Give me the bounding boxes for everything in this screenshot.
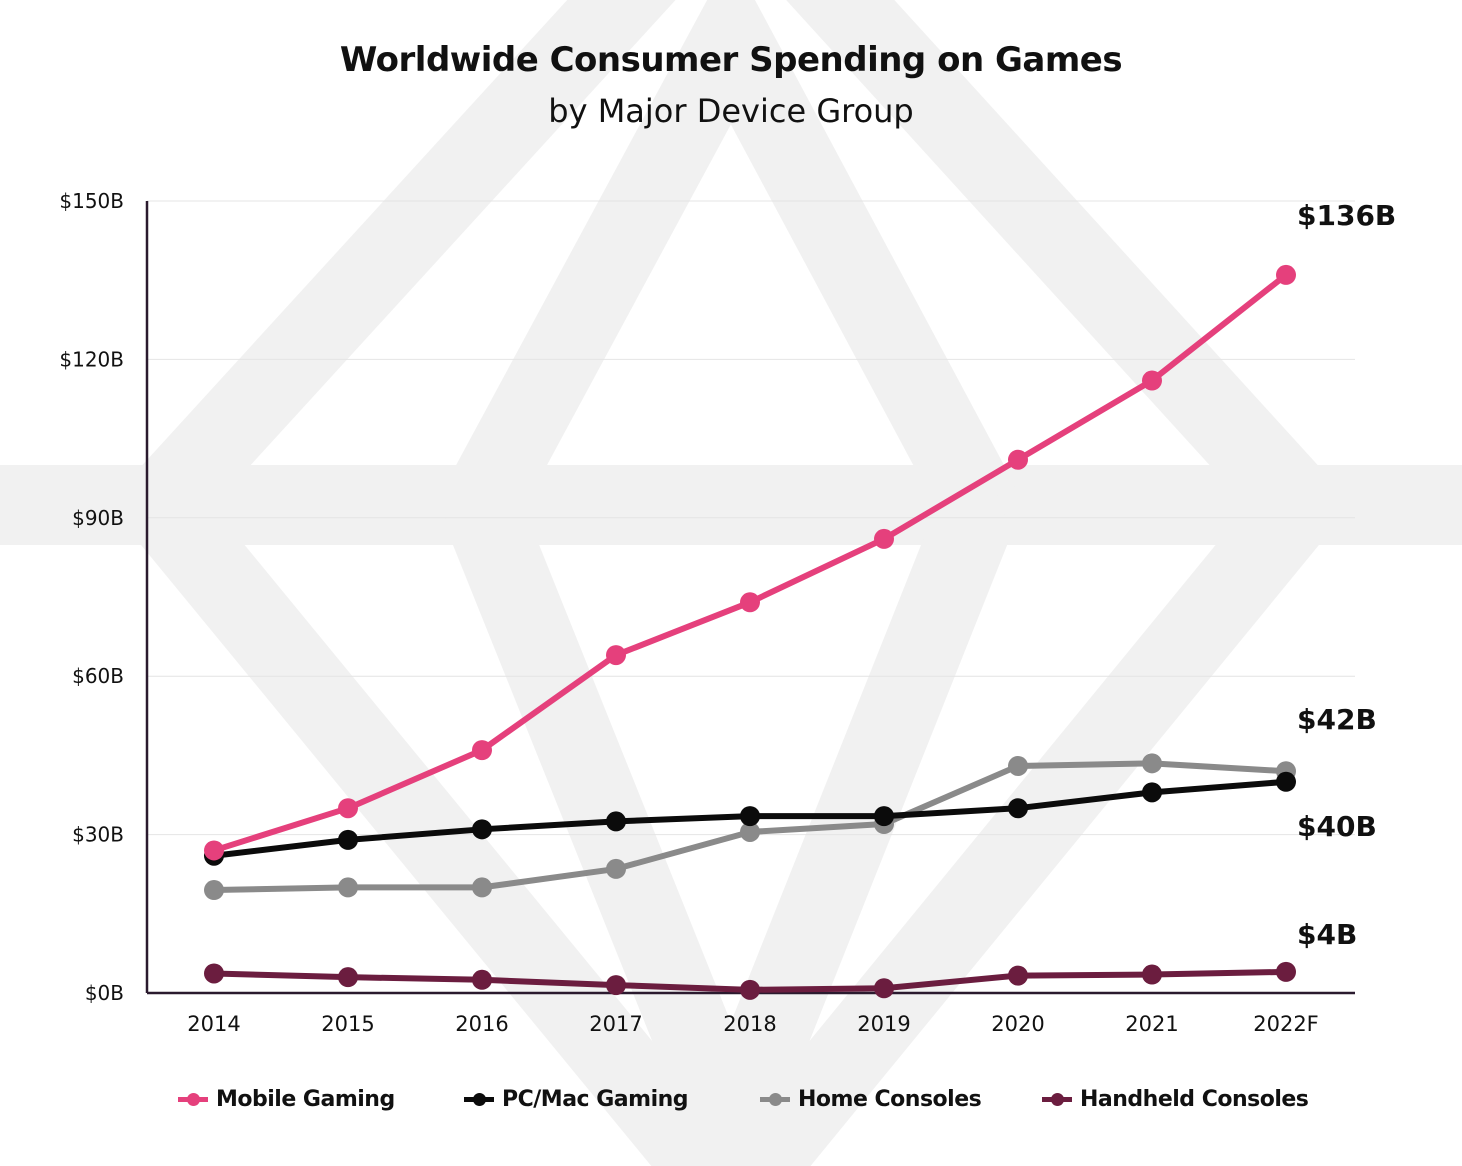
data-point-pc-mac-gaming[interactable] [472,819,492,840]
data-point-mobile-gaming[interactable] [874,528,894,549]
data-point-pc-mac-gaming[interactable] [338,829,358,850]
legend-label: Handheld Consoles [1080,1086,1309,1112]
x-tick-label: 2019 [857,1012,910,1036]
data-point-mobile-gaming[interactable] [204,840,224,861]
data-point-pc-mac-gaming[interactable] [874,806,894,827]
data-point-handheld-consoles[interactable] [472,969,492,990]
data-point-mobile-gaming[interactable] [1008,449,1028,470]
legend-swatch-mobile-gaming [178,1082,208,1116]
data-point-home-consoles[interactable] [472,877,492,898]
data-point-handheld-consoles[interactable] [874,978,894,999]
data-point-handheld-consoles[interactable] [606,975,626,996]
data-point-home-consoles[interactable] [606,858,626,879]
y-tick-labels: $0B $30B $60B $90B $120B $150B [59,189,124,1005]
y-tick-label: $90B [72,506,124,530]
end-value-labels: $136B $42B $40B $4B [1297,199,1396,951]
end-label-pc-mac-gaming: $40B [1297,810,1377,843]
data-point-pc-mac-gaming[interactable] [740,806,760,827]
legend-swatch-handheld-consoles [1042,1082,1072,1116]
y-tick-label: $60B [72,664,124,688]
legend-swatch-home-consoles [760,1082,790,1116]
legend-item-home-consoles[interactable]: Home Consoles [760,1082,982,1116]
legend-swatch-pc-mac-gaming [464,1082,494,1116]
series-lines [204,264,1296,1000]
legend-label: PC/Mac Gaming [502,1086,689,1112]
x-tick-label: 2022F [1253,1012,1319,1036]
x-tick-labels: 2014 2015 2016 2017 2018 2019 2020 2021 2022F [187,1012,1318,1036]
data-point-pc-mac-gaming[interactable] [1008,798,1028,819]
x-tick-label: 2018 [723,1012,776,1036]
data-point-pc-mac-gaming[interactable] [606,811,626,832]
data-point-mobile-gaming[interactable] [472,740,492,761]
data-point-home-consoles[interactable] [1008,755,1028,776]
legend-label: Home Consoles [798,1086,982,1112]
x-tick-label: 2016 [455,1012,508,1036]
series-home-consoles [204,753,1296,901]
series-pc-mac-gaming [204,771,1296,866]
y-tick-label: $30B [72,823,124,847]
x-tick-label: 2014 [187,1012,240,1036]
y-tick-label: $150B [59,189,124,213]
end-label-home-consoles: $42B [1297,703,1377,736]
data-point-mobile-gaming[interactable] [606,645,626,666]
data-point-mobile-gaming[interactable] [338,798,358,819]
chart-title: Worldwide Consumer Spending on Games [339,40,1123,80]
end-label-mobile-gaming: $136B [1297,199,1396,232]
x-tick-label: 2015 [321,1012,374,1036]
data-point-handheld-consoles[interactable] [338,967,358,988]
data-point-pc-mac-gaming[interactable] [1276,771,1296,792]
data-point-mobile-gaming[interactable] [1142,370,1162,391]
x-tick-label: 2021 [1125,1012,1178,1036]
end-label-handheld-consoles: $4B [1297,918,1357,951]
y-tick-label: $0B [85,981,124,1005]
legend: Mobile Gaming PC/Mac Gaming Home Console… [0,1082,1462,1116]
data-point-mobile-gaming[interactable] [1276,264,1296,285]
legend-item-pc-mac-gaming[interactable]: PC/Mac Gaming [464,1082,689,1116]
x-tick-label: 2020 [991,1012,1044,1036]
legend-item-handheld-consoles[interactable]: Handheld Consoles [1042,1082,1309,1116]
data-point-home-consoles[interactable] [204,880,224,901]
series-mobile-gaming [204,264,1296,861]
data-point-handheld-consoles[interactable] [740,979,760,1000]
data-point-handheld-consoles[interactable] [1142,964,1162,985]
data-point-handheld-consoles[interactable] [1008,965,1028,986]
data-point-handheld-consoles[interactable] [1276,961,1296,982]
y-tick-label: $120B [59,347,124,371]
x-tick-label: 2017 [589,1012,642,1036]
gridlines [147,200,1355,836]
legend-item-mobile-gaming[interactable]: Mobile Gaming [178,1082,395,1116]
legend-label: Mobile Gaming [216,1086,395,1112]
data-point-mobile-gaming[interactable] [740,592,760,613]
data-point-pc-mac-gaming[interactable] [1142,782,1162,803]
data-point-home-consoles[interactable] [740,821,760,842]
data-point-home-consoles[interactable] [338,877,358,898]
data-point-home-consoles[interactable] [1142,753,1162,774]
data-point-handheld-consoles[interactable] [204,963,224,984]
chart-subtitle: by Major Device Group [548,92,914,130]
series-handheld-consoles [204,961,1296,1000]
